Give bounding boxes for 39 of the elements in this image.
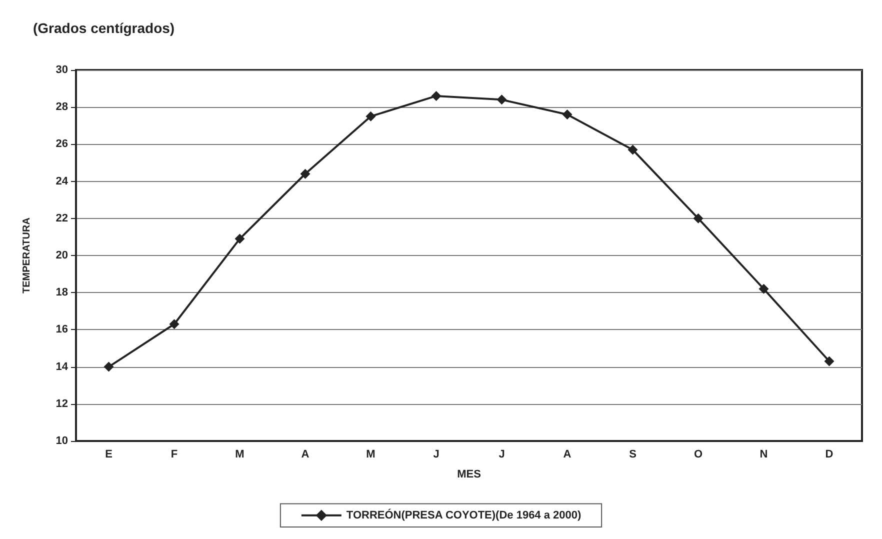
y-tick-label: 14	[56, 360, 69, 373]
y-tick-label: 12	[56, 398, 68, 410]
x-tick-label: M	[366, 448, 376, 460]
point	[234, 234, 245, 244]
y-tick-label: 30	[56, 64, 68, 76]
chart-title: (Grados centígrados)	[33, 20, 175, 36]
y-tick-label: 22	[56, 212, 68, 224]
y-tick-label: 10	[56, 435, 68, 447]
x-tick-label: A	[563, 448, 572, 460]
y-tick-label: 26	[56, 138, 68, 150]
x-tick-label: F	[170, 448, 178, 460]
point	[496, 94, 507, 105]
legend-label: TORREÓN(PRESA COYOTE)(De 1964 a 2000)	[346, 508, 582, 522]
x-tick-label: J	[498, 448, 505, 460]
x-tick-label: S	[629, 448, 636, 460]
x-tick-label: O	[694, 448, 703, 460]
x-tick-label: N	[760, 448, 768, 460]
y-tick-label: 18	[56, 286, 68, 299]
x-axis-title: MES	[457, 468, 481, 480]
point	[758, 284, 769, 294]
point	[431, 90, 442, 101]
point	[169, 319, 180, 330]
y-axis-title: TEMPERATURA	[22, 218, 32, 294]
point	[824, 356, 834, 366]
point	[366, 111, 376, 122]
x-tick-label: J	[433, 448, 440, 460]
y-tick-label: 20	[56, 250, 68, 262]
point	[693, 213, 704, 224]
x-tick-label: A	[301, 448, 310, 460]
x-tick-label: E	[105, 448, 112, 460]
point	[300, 168, 310, 179]
y-tick-label: 24	[56, 175, 69, 188]
point	[628, 144, 638, 155]
x-tick-label: M	[235, 448, 244, 460]
point	[104, 362, 114, 372]
y-tick-label: 16	[56, 324, 68, 336]
point	[562, 110, 572, 120]
y-tick-label: 28	[56, 101, 68, 114]
x-tick-label: D	[825, 448, 834, 460]
